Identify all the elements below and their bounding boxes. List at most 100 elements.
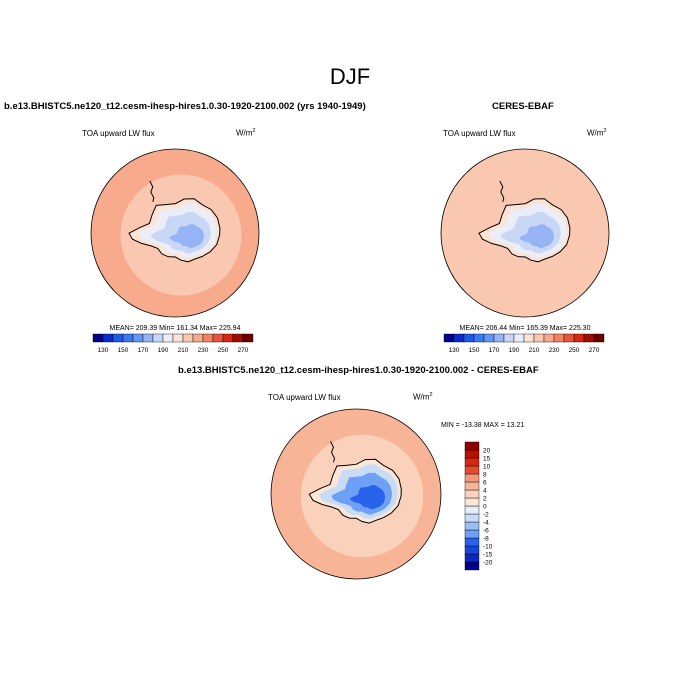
panel-2-colorbar: 130 150 170 190 210 230 250 270 bbox=[443, 333, 605, 354]
colorbar-tick-label: 150 bbox=[469, 347, 480, 354]
figure-title: DJF bbox=[329, 64, 371, 89]
colorbar-tick-label: 0 bbox=[483, 504, 487, 511]
colorbar-box bbox=[242, 333, 254, 343]
colorbar-tick-label: 170 bbox=[489, 347, 500, 354]
plateau-core-region bbox=[169, 224, 204, 249]
colorbar-box bbox=[533, 333, 545, 343]
colorbar-box bbox=[192, 333, 204, 343]
colorbar-box bbox=[583, 333, 595, 343]
colorbar-tick-label: 210 bbox=[529, 347, 540, 354]
south-america-coastline bbox=[330, 441, 336, 463]
colorbar-box bbox=[122, 333, 134, 343]
colorbar-box bbox=[222, 333, 234, 343]
colorbar-box bbox=[573, 333, 585, 343]
panel-1-colorbar: 130 150 170 190 210 230 250 270 bbox=[92, 333, 254, 354]
colorbar-box bbox=[593, 333, 605, 343]
colorbar-box bbox=[464, 537, 480, 547]
colorbar-box bbox=[464, 529, 480, 539]
colorbar-tick-label: -10 bbox=[483, 544, 493, 551]
colorbar-tick-label: 250 bbox=[218, 347, 229, 354]
colorbar-box bbox=[464, 545, 480, 555]
colorbar-box bbox=[553, 333, 565, 343]
colorbar-box bbox=[172, 333, 184, 343]
colorbar-tick-label: 130 bbox=[449, 347, 460, 354]
colorbar-box bbox=[202, 333, 214, 343]
colorbar-tick-label: 190 bbox=[509, 347, 520, 354]
colorbar-box bbox=[513, 333, 525, 343]
colorbar-box bbox=[162, 333, 174, 343]
panel-1-stats: MEAN= 209.39 Min= 161.34 Max= 225.94 bbox=[109, 325, 241, 332]
colorbar-tick-label: -4 bbox=[483, 520, 489, 527]
colorbar-tick-label: -8 bbox=[483, 536, 489, 543]
panel-3-stats: MIN = -13.38 MAX = 13.21 bbox=[441, 422, 525, 429]
colorbar-box bbox=[142, 333, 154, 343]
map-boundary bbox=[90, 148, 260, 318]
colorbar-box bbox=[453, 333, 465, 343]
colorbar-box bbox=[464, 489, 480, 499]
colorbar-tick-label: -2 bbox=[483, 512, 489, 519]
map-boundary bbox=[440, 148, 610, 318]
colorbar-box bbox=[543, 333, 555, 343]
map-boundary bbox=[270, 408, 442, 580]
colorbar-box bbox=[464, 449, 480, 459]
colorbar-box bbox=[132, 333, 144, 343]
panel-2-variable-label: TOA upward LW flux bbox=[443, 129, 516, 138]
colorbar-box bbox=[464, 481, 480, 491]
colorbar-box bbox=[232, 333, 244, 343]
colorbar-tick-label: 6 bbox=[483, 480, 487, 487]
panel-2-title: CERES-EBAF bbox=[492, 101, 554, 112]
colorbar-box bbox=[464, 473, 480, 483]
colorbar-box bbox=[212, 333, 224, 343]
colorbar-tick-label: -6 bbox=[483, 528, 489, 535]
panel-1-variable-label: TOA upward LW flux bbox=[82, 129, 155, 138]
plateau-core-region bbox=[350, 485, 385, 510]
colorbar-box bbox=[464, 441, 480, 451]
colorbar-box bbox=[102, 333, 114, 343]
colorbar-box bbox=[464, 497, 480, 507]
antarctica-coastline bbox=[478, 198, 571, 263]
colorbar-tick-label: -20 bbox=[483, 560, 493, 567]
colorbar-box bbox=[464, 505, 480, 515]
panel-2-units: W/m2 bbox=[587, 128, 607, 138]
colorbar-box bbox=[523, 333, 535, 343]
colorbar-box bbox=[463, 333, 475, 343]
colorbar-tick-label: 20 bbox=[483, 448, 491, 455]
colorbar-box bbox=[152, 333, 164, 343]
panel-3-units: W/m2 bbox=[413, 392, 433, 402]
colorbar-box bbox=[464, 561, 480, 571]
colorbar-box bbox=[503, 333, 515, 343]
panel-2-map bbox=[440, 148, 610, 318]
antarctica-coastline bbox=[128, 198, 221, 263]
plateau-core-region bbox=[519, 224, 554, 249]
colorbar-tick-label: 210 bbox=[178, 347, 189, 354]
south-america-coastline bbox=[499, 180, 505, 203]
colorbar-tick-label: 170 bbox=[138, 347, 149, 354]
panel-2-stats: MEAN= 206.44 Min= 165.39 Max= 225.30 bbox=[459, 325, 591, 332]
panel-1-title: b.e13.BHISTC5.ne120_t12.cesm-ihesp-hires… bbox=[4, 101, 366, 112]
colorbar-tick-label: 130 bbox=[98, 347, 109, 354]
colorbar-tick-label: 150 bbox=[118, 347, 129, 354]
panel-3-title: b.e13.BHISTC5.ne120_t12.cesm-ihesp-hires… bbox=[178, 365, 539, 376]
colorbar-box bbox=[182, 333, 194, 343]
antarctica-coastline bbox=[308, 458, 402, 524]
map-field-3 bbox=[271, 409, 441, 579]
map-field-2 bbox=[441, 149, 609, 317]
colorbar-box bbox=[483, 333, 495, 343]
colorbar-tick-label: 10 bbox=[483, 464, 491, 471]
colorbar-tick-label: -15 bbox=[483, 552, 493, 559]
colorbar-box bbox=[473, 333, 485, 343]
colorbar-box bbox=[112, 333, 124, 343]
panel-3-variable-label: TOA upward LW flux bbox=[268, 393, 341, 402]
colorbar-box bbox=[92, 333, 104, 343]
colorbar-tick-label: 230 bbox=[549, 347, 560, 354]
colorbar-tick-label: 2 bbox=[483, 496, 487, 503]
map-field-1 bbox=[91, 149, 259, 317]
colorbar-tick-label: 190 bbox=[158, 347, 169, 354]
colorbar-box bbox=[464, 553, 480, 563]
panel-1-map bbox=[90, 148, 260, 318]
colorbar-tick-label: 270 bbox=[589, 347, 600, 354]
colorbar-box bbox=[443, 333, 455, 343]
colorbar-box bbox=[464, 513, 480, 523]
colorbar-box bbox=[464, 521, 480, 531]
